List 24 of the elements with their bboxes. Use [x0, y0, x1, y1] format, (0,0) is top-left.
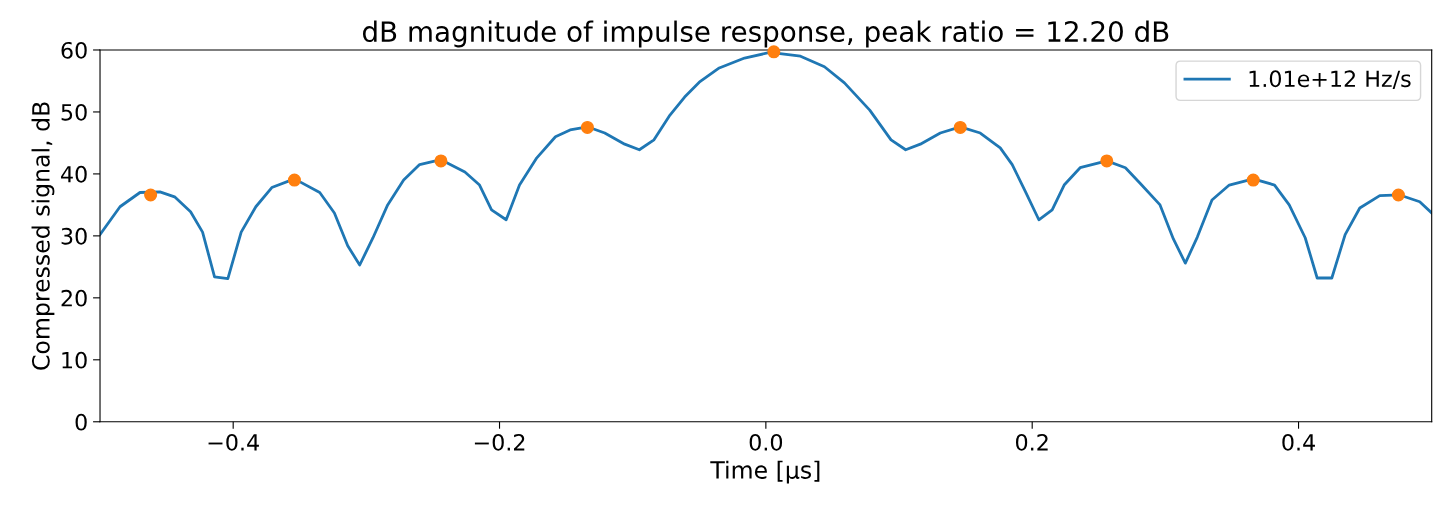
y-tick-label: 50	[61, 103, 87, 121]
point	[434, 154, 448, 168]
point	[1100, 154, 1114, 168]
chart-title: dB magnitude of impulse response, peak ratio = 12.20 dB	[362, 20, 1169, 48]
y-tick-label: 30	[61, 227, 87, 245]
y-tick-label: 60	[61, 41, 87, 59]
x-tick-label: −0.4	[208, 433, 259, 451]
y-tick-label: 0	[75, 413, 87, 431]
point	[580, 120, 594, 134]
x-tick-label: −0.2	[474, 433, 525, 451]
point	[1391, 188, 1405, 202]
x-tick-label: 0.2	[1015, 433, 1048, 451]
x-tick-label: 0.0	[749, 433, 783, 451]
point	[1246, 173, 1260, 187]
x-axis-title: Time [μs]	[710, 460, 820, 484]
y-axis-title: Compressed signal, dB	[31, 102, 55, 370]
y-tick-label: 20	[61, 289, 87, 307]
y-tick-label: 10	[62, 351, 87, 369]
point	[953, 120, 967, 134]
point	[287, 173, 301, 187]
point	[144, 188, 158, 202]
x-tick-label: 0.4	[1282, 433, 1315, 451]
y-tick-label: 40	[61, 165, 87, 183]
legend-label: 1.01e+12 Hz/s	[1249, 70, 1411, 89]
